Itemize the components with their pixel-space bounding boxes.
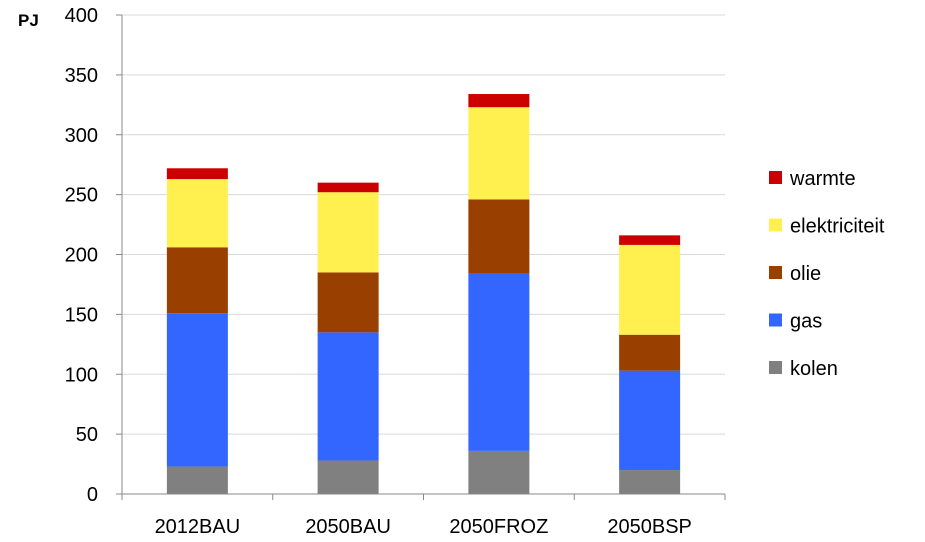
bar-segment-kolen	[166, 466, 228, 494]
bar-segment-elektriciteit	[619, 244, 681, 335]
bar-segment-warmte	[166, 168, 228, 180]
bar-segment-gas	[317, 332, 379, 461]
bar-segment-elektriciteit	[468, 107, 530, 200]
bar-segment-elektriciteit	[317, 192, 379, 273]
legend-label-warmte: warmte	[789, 168, 856, 190]
legend-label-olie: olie	[790, 263, 821, 285]
legend-swatch-kolen	[769, 361, 782, 374]
bar-segment-warmte	[468, 94, 530, 108]
bar-segment-elektriciteit	[166, 179, 228, 248]
x-category-label: 2050BAU	[305, 516, 391, 538]
y-tick-label: 50	[76, 424, 98, 446]
bars	[166, 94, 681, 494]
bar-segment-warmte	[317, 182, 379, 193]
legend-label-kolen: kolen	[790, 358, 838, 380]
legend: warmte elektriciteit olie gas kolen	[769, 168, 885, 380]
bar-segment-olie	[619, 334, 681, 371]
x-categories: 2012BAU 2050BAU 2050FROZ 2050BSP	[121, 494, 726, 538]
x-category-label: 2050BSP	[607, 516, 692, 538]
legend-swatch-elektriciteit	[769, 218, 782, 232]
legend-label-elektriciteit: elektriciteit	[790, 216, 885, 238]
bar-segment-gas	[166, 313, 228, 467]
y-axis-unit-label: PJ	[18, 11, 39, 30]
y-tick-label: 300	[65, 125, 98, 147]
bar-segment-gas	[619, 370, 681, 471]
bar-segment-olie	[317, 272, 379, 333]
legend-swatch-warmte	[769, 171, 782, 184]
bar-segment-kolen	[317, 460, 379, 494]
y-tick-label: 0	[87, 484, 98, 506]
bar-segment-olie	[166, 247, 228, 314]
legend-swatch-gas	[769, 313, 782, 327]
bar-segment-olie	[468, 199, 530, 274]
bar-segment-kolen	[619, 470, 681, 494]
y-tick-label: 250	[65, 185, 98, 207]
y-tick-label: 100	[65, 364, 98, 386]
bar-segment-warmte	[619, 235, 681, 245]
x-category-label: 2012BAU	[155, 516, 241, 538]
bar-segment-kolen	[468, 450, 530, 494]
x-category-label: 2050FROZ	[449, 516, 548, 538]
y-tick-label: 350	[65, 65, 98, 87]
y-tick-label: 200	[65, 245, 98, 267]
y-ticks: 0 50 100 150 200 250 300 350 400	[65, 5, 122, 506]
legend-label-gas: gas	[790, 311, 822, 333]
bar-segment-gas	[468, 273, 530, 451]
y-tick-label: 400	[65, 5, 98, 27]
y-tick-label: 150	[65, 304, 98, 326]
legend-swatch-olie	[769, 266, 782, 279]
